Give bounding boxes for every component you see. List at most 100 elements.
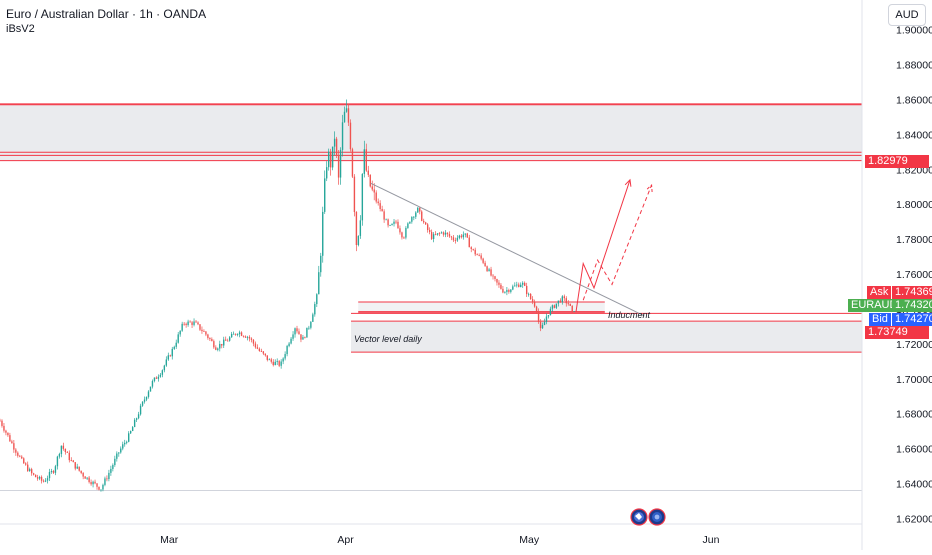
candle-body-188 bbox=[371, 186, 373, 190]
candle-body-70 bbox=[137, 414, 140, 419]
ask-price-value: 1.74369 bbox=[895, 286, 932, 298]
candle-body-76 bbox=[149, 386, 152, 392]
candle-body-133 bbox=[262, 351, 265, 354]
candle-body-148 bbox=[292, 334, 294, 339]
candle-body-14 bbox=[27, 464, 29, 472]
candle-body-13 bbox=[25, 463, 27, 465]
candle-body-7 bbox=[13, 443, 15, 450]
candle-body-202 bbox=[399, 228, 401, 233]
candle-body-11 bbox=[21, 456, 23, 459]
candle-body-116 bbox=[228, 337, 231, 341]
candle-body-271 bbox=[535, 306, 538, 312]
candle-body-139 bbox=[274, 361, 276, 366]
candle-body-37 bbox=[72, 460, 74, 463]
candle-body-221 bbox=[436, 233, 439, 235]
event-icon-1[interactable] bbox=[630, 508, 648, 526]
candle-body-105 bbox=[207, 334, 209, 338]
candle-body-162 bbox=[320, 255, 322, 273]
candle-body-190 bbox=[375, 192, 377, 202]
candle-body-194 bbox=[383, 211, 385, 220]
candle-body-266 bbox=[525, 285, 528, 295]
candle-body-290 bbox=[573, 311, 575, 312]
candle-body-181 bbox=[357, 235, 360, 245]
candle-body-196 bbox=[387, 219, 389, 226]
candle-body-96 bbox=[189, 321, 191, 323]
candle-body-109 bbox=[215, 347, 217, 350]
candle-body-185 bbox=[365, 149, 367, 171]
candle-body-38 bbox=[74, 462, 76, 469]
candle-body-276 bbox=[545, 316, 548, 322]
price-axis[interactable]: 1.900001.880001.860001.840001.820001.800… bbox=[896, 25, 932, 526]
candle-body-173 bbox=[341, 122, 344, 150]
candle-body-156 bbox=[308, 327, 310, 329]
candle-body-282 bbox=[557, 300, 560, 304]
candle-body-3 bbox=[5, 430, 7, 433]
candle-body-132 bbox=[260, 351, 263, 352]
price-tick-3: 1.84000 bbox=[896, 129, 932, 141]
candle-body-80 bbox=[157, 376, 160, 379]
price-tick-10: 1.70000 bbox=[896, 374, 932, 386]
price-tick-2: 1.86000 bbox=[896, 94, 932, 106]
candle-body-215 bbox=[425, 222, 427, 225]
time-axis[interactable]: Mar Apr May Jun bbox=[160, 534, 719, 546]
candle-body-130 bbox=[256, 347, 259, 349]
candle-body-8 bbox=[15, 449, 17, 453]
projection-arrow-solid bbox=[575, 179, 631, 312]
candle-body-145 bbox=[286, 345, 288, 355]
candle-body-48 bbox=[94, 481, 96, 484]
candle-body-117 bbox=[230, 333, 233, 338]
candle-body-175 bbox=[345, 108, 348, 112]
zone-low-price-value: 1.73749 bbox=[868, 326, 908, 338]
projection-arrow-dashed bbox=[582, 184, 653, 301]
event-icon-2[interactable] bbox=[648, 508, 666, 526]
candle-body-214 bbox=[423, 220, 425, 223]
candle-body-45 bbox=[88, 477, 90, 483]
symbol-title[interactable]: Euro / Australian Dollar · 1h · OANDA bbox=[6, 7, 207, 21]
candle-body-248 bbox=[490, 269, 492, 276]
candle-body-103 bbox=[203, 331, 205, 332]
currency-button[interactable]: AUD bbox=[888, 4, 926, 26]
candle-body-33 bbox=[64, 448, 67, 452]
candle-body-43 bbox=[84, 476, 86, 479]
candle-body-68 bbox=[133, 419, 136, 428]
candle-body-238 bbox=[470, 247, 472, 249]
candle-body-289 bbox=[571, 305, 573, 312]
trend-line bbox=[370, 182, 645, 317]
candle-body-128 bbox=[252, 339, 255, 344]
candle-body-172 bbox=[339, 149, 342, 178]
candle-body-193 bbox=[381, 208, 383, 212]
candle-body-246 bbox=[486, 266, 488, 272]
candle-body-97 bbox=[191, 322, 193, 325]
candle-body-67 bbox=[131, 427, 134, 432]
time-tick-1: Apr bbox=[337, 534, 354, 546]
zones-layer bbox=[0, 103, 862, 491]
candle-body-159 bbox=[314, 304, 316, 315]
candle-body-254 bbox=[502, 288, 504, 293]
candle-body-118 bbox=[232, 333, 235, 335]
candle-body-187 bbox=[369, 174, 371, 187]
candle-body-12 bbox=[23, 458, 25, 464]
candle-body-123 bbox=[242, 335, 245, 337]
candle-body-209 bbox=[413, 216, 415, 218]
indicator-name[interactable]: iBsV2 bbox=[6, 23, 35, 35]
candle-body-274 bbox=[541, 325, 544, 329]
price-tick-14: 1.62000 bbox=[896, 513, 932, 525]
candle-body-73 bbox=[143, 399, 146, 402]
candle-body-170 bbox=[335, 138, 338, 155]
symbol-price-tag: 1.74320 bbox=[892, 299, 932, 312]
price-tick-9: 1.72000 bbox=[896, 339, 932, 351]
candle-body-200 bbox=[395, 221, 397, 223]
candle-body-277 bbox=[547, 315, 550, 317]
candle-body-264 bbox=[522, 282, 524, 285]
candle-body-280 bbox=[553, 305, 556, 308]
chart-header: Euro / Australian Dollar · 1h · OANDA iB… bbox=[6, 7, 206, 37]
candle-body-257 bbox=[508, 290, 510, 292]
candle-body-10 bbox=[19, 455, 21, 457]
candle-body-110 bbox=[217, 348, 219, 350]
candle-body-53 bbox=[104, 478, 106, 485]
candle-body-239 bbox=[472, 248, 474, 250]
candle-body-136 bbox=[268, 359, 270, 361]
candle-body-114 bbox=[225, 339, 227, 341]
